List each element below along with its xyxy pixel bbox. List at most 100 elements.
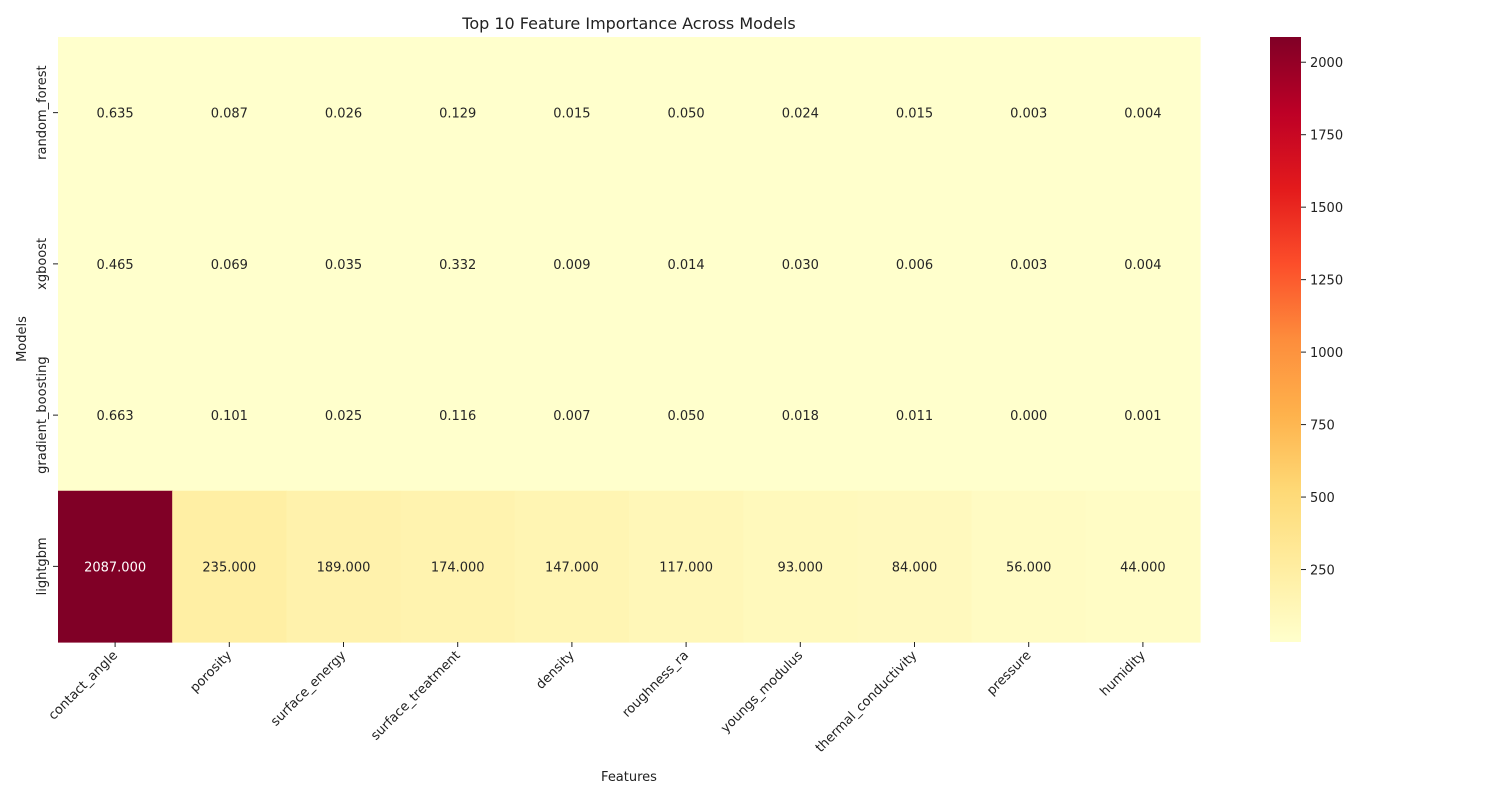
cell-value-label: 0.018 bbox=[782, 409, 819, 424]
x-tick-label: youngs_modulus bbox=[718, 648, 806, 736]
colorbar-tick-label: 1000 bbox=[1310, 346, 1343, 361]
x-tick-label: porosity bbox=[187, 648, 235, 696]
colorbar-tick-label: 500 bbox=[1310, 491, 1335, 506]
heatmap-cell bbox=[514, 188, 630, 341]
heatmap-cell bbox=[514, 490, 630, 643]
x-tick-label: thermal_conductivity bbox=[813, 648, 921, 756]
heatmap-cell bbox=[971, 188, 1087, 341]
cell-value-label: 0.635 bbox=[96, 107, 133, 122]
cell-value-label: 0.011 bbox=[896, 409, 933, 424]
colorbar-tick-label: 2000 bbox=[1310, 56, 1343, 71]
heatmap-cell bbox=[971, 490, 1087, 643]
x-tick-label: surface_treatment bbox=[368, 648, 463, 743]
cell-value-label: 0.006 bbox=[896, 258, 933, 273]
heatmap-cell bbox=[400, 490, 516, 643]
cell-labels: 0.635 0.087 0.026 0.129 0.015 0.050 0.024 0.015… bbox=[84, 107, 1166, 576]
heatmap-cell bbox=[58, 490, 173, 643]
heatmap-cell bbox=[286, 37, 402, 189]
heatmap-cell bbox=[857, 37, 973, 189]
cell-value-label: 0.024 bbox=[782, 107, 819, 122]
cell-value-label: 0.116 bbox=[439, 409, 476, 424]
cell-value-label: 0.003 bbox=[1010, 258, 1047, 273]
cell-value-label: 0.663 bbox=[96, 409, 133, 424]
cell-value-label: 0.025 bbox=[325, 409, 362, 424]
heatmap-cell bbox=[857, 490, 973, 643]
cell-value-label: 2087.000 bbox=[84, 560, 146, 575]
heatmap-cell bbox=[629, 490, 744, 643]
chart-title: Top 10 Feature Importance Across Models bbox=[461, 14, 795, 33]
cell-value-label: 0.001 bbox=[1124, 409, 1161, 424]
heatmap-cell bbox=[629, 339, 744, 492]
x-tick-label: surface_energy bbox=[268, 648, 349, 729]
heatmap-cell bbox=[58, 188, 173, 341]
cell-value-label: 0.069 bbox=[211, 258, 248, 273]
x-tick-label: contact_angle bbox=[46, 648, 121, 723]
colorbar-tick-label: 250 bbox=[1310, 564, 1335, 579]
cell-value-label: 117.000 bbox=[659, 560, 713, 575]
cell-value-label: 0.050 bbox=[667, 107, 704, 122]
cell-value-label: 0.000 bbox=[1010, 409, 1047, 424]
cell-value-label: 0.015 bbox=[896, 107, 933, 122]
cell-value-label: 174.000 bbox=[431, 560, 485, 575]
x-tick-label: roughness_ra bbox=[620, 648, 692, 720]
cell-value-label: 0.009 bbox=[553, 258, 590, 273]
y-tick-label: xgboost bbox=[35, 238, 50, 290]
cell-value-label: 235.000 bbox=[202, 560, 256, 575]
heatmap-cell bbox=[172, 188, 287, 341]
heatmap-cell bbox=[172, 37, 287, 189]
cell-value-label: 84.000 bbox=[892, 560, 938, 575]
x-tick-label: pressure bbox=[984, 648, 1034, 698]
cell-value-label: 147.000 bbox=[545, 560, 599, 575]
heatmap-cells bbox=[58, 37, 1201, 643]
heatmap-cell bbox=[1085, 37, 1201, 189]
cell-value-label: 0.332 bbox=[439, 258, 476, 273]
heatmap-cell bbox=[1085, 339, 1201, 492]
x-tick-label: density bbox=[533, 648, 578, 693]
heatmap-cell bbox=[743, 37, 858, 189]
heatmap-cell bbox=[514, 37, 630, 189]
heatmap-cell bbox=[286, 339, 402, 492]
cell-value-label: 0.101 bbox=[211, 409, 248, 424]
heatmap-cell bbox=[400, 188, 516, 341]
x-axis-label: Features bbox=[601, 770, 657, 785]
heatmap-cell bbox=[58, 37, 173, 189]
heatmap-cell bbox=[743, 490, 858, 643]
heatmap-cell bbox=[1085, 490, 1201, 643]
colorbar-tick-label: 750 bbox=[1310, 419, 1335, 434]
cell-value-label: 0.007 bbox=[553, 409, 590, 424]
heatmap-cell bbox=[743, 188, 858, 341]
heatmap-cell bbox=[172, 490, 287, 643]
cell-value-label: 56.000 bbox=[1006, 560, 1052, 575]
heatmap-cell bbox=[857, 339, 973, 492]
heatmap-cell bbox=[172, 339, 287, 492]
cell-value-label: 0.026 bbox=[325, 107, 362, 122]
colorbar-tick-label: 1500 bbox=[1310, 201, 1343, 216]
cell-value-label: 0.003 bbox=[1010, 107, 1047, 122]
heatmap-cell bbox=[286, 490, 402, 643]
y-tick-label: lightgbm bbox=[35, 537, 50, 595]
colorbar-tick-label: 1750 bbox=[1310, 129, 1343, 144]
heatmap-cell bbox=[400, 339, 516, 492]
x-tick-label: humidity bbox=[1098, 648, 1149, 699]
heatmap-cell bbox=[286, 188, 402, 341]
cell-value-label: 0.465 bbox=[96, 258, 133, 273]
heatmap-cell bbox=[58, 339, 173, 492]
heatmap-cell bbox=[743, 339, 858, 492]
cell-value-label: 44.000 bbox=[1120, 560, 1166, 575]
cell-value-label: 0.129 bbox=[439, 107, 476, 122]
cell-value-label: 0.087 bbox=[211, 107, 248, 122]
cell-value-label: 0.035 bbox=[325, 258, 362, 273]
colorbar-ticks: 250 500 750 1000 1250 1500 1750 2000 bbox=[1301, 56, 1343, 579]
cell-value-label: 189.000 bbox=[317, 560, 371, 575]
cell-value-label: 0.030 bbox=[782, 258, 819, 273]
heatmap-cell bbox=[1085, 188, 1201, 341]
heatmap-cell bbox=[514, 339, 630, 492]
colorbar bbox=[1270, 37, 1301, 642]
cell-value-label: 0.014 bbox=[667, 258, 704, 273]
cell-value-label: 0.015 bbox=[553, 107, 590, 122]
cell-value-label: 0.004 bbox=[1124, 258, 1161, 273]
heatmap-cell bbox=[400, 37, 516, 189]
colorbar-tick-label: 1250 bbox=[1310, 274, 1343, 289]
heatmap-cell bbox=[629, 37, 744, 189]
